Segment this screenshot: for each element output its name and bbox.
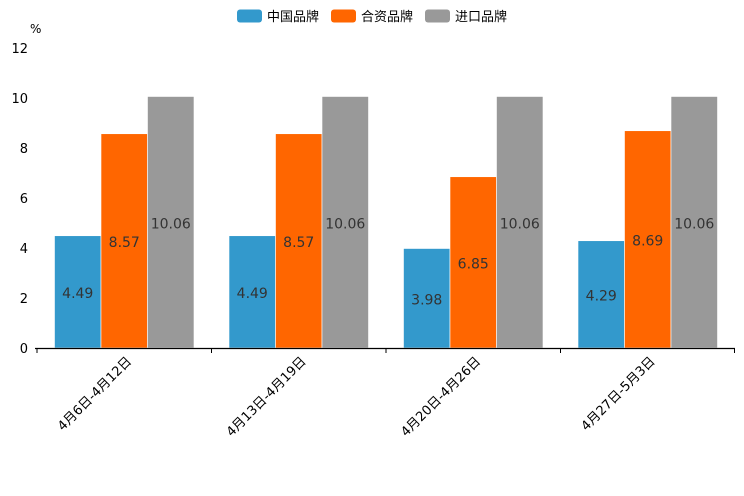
data-label: 3.98: [411, 292, 442, 308]
y-tick-label: 8: [20, 142, 28, 157]
y-tick-label: 2: [20, 292, 28, 307]
data-label: 10.06: [674, 216, 714, 232]
data-label: 10.06: [151, 216, 191, 232]
data-label: 4.49: [62, 286, 93, 302]
y-tick-label: 12: [11, 42, 28, 57]
x-tick-label: 4月20日-4月26日: [398, 354, 484, 440]
x-axis: 4月6日-4月12日 4月13日-4月19日 4月20日-4月26日 4月27日-5月…: [35, 347, 735, 440]
bar: [670, 96, 718, 349]
legend: 中国品牌 合资品牌 进口品牌: [237, 9, 507, 25]
y-tick-label: 10: [11, 92, 28, 107]
legend-label: 合资品牌: [361, 9, 413, 25]
y-axis-unit: %: [30, 22, 41, 36]
bars: [54, 96, 718, 349]
data-label: 8.57: [109, 235, 140, 251]
data-labels: 4.49 8.57 10.06 4.49 8.57 10.06 3.98 6.85 10.06 4…: [62, 216, 714, 308]
legend-label: 中国品牌: [267, 9, 319, 25]
legend-swatch: [237, 9, 262, 23]
y-tick-label: 0: [20, 342, 28, 357]
x-tick-label: 4月13日-4月19日: [224, 354, 310, 440]
bar: [228, 235, 276, 349]
data-label: 10.06: [325, 216, 365, 232]
data-label: 8.69: [632, 233, 663, 249]
bar: [449, 176, 497, 349]
y-axis: 0 2 4 6 8 10 12: [11, 42, 28, 357]
bar: [275, 133, 323, 349]
data-label: 8.57: [283, 235, 314, 251]
x-tick-label: 4月6日-4月12日: [55, 354, 135, 434]
bar: [321, 96, 369, 349]
y-tick-label: 4: [20, 242, 28, 257]
legend-label: 进口品牌: [455, 9, 507, 25]
data-label: 4.29: [586, 288, 617, 304]
data-label: 4.49: [237, 286, 268, 302]
bar: [577, 240, 625, 349]
bar: [147, 96, 195, 349]
legend-swatch: [331, 9, 356, 23]
y-tick-label: 6: [20, 192, 28, 207]
data-label: 6.85: [458, 256, 489, 272]
bar: [54, 235, 102, 349]
legend-swatch: [425, 9, 450, 23]
data-label: 10.06: [500, 216, 540, 232]
bar: [100, 133, 148, 349]
x-tick-label: 4月27日-5月3日: [579, 354, 659, 434]
